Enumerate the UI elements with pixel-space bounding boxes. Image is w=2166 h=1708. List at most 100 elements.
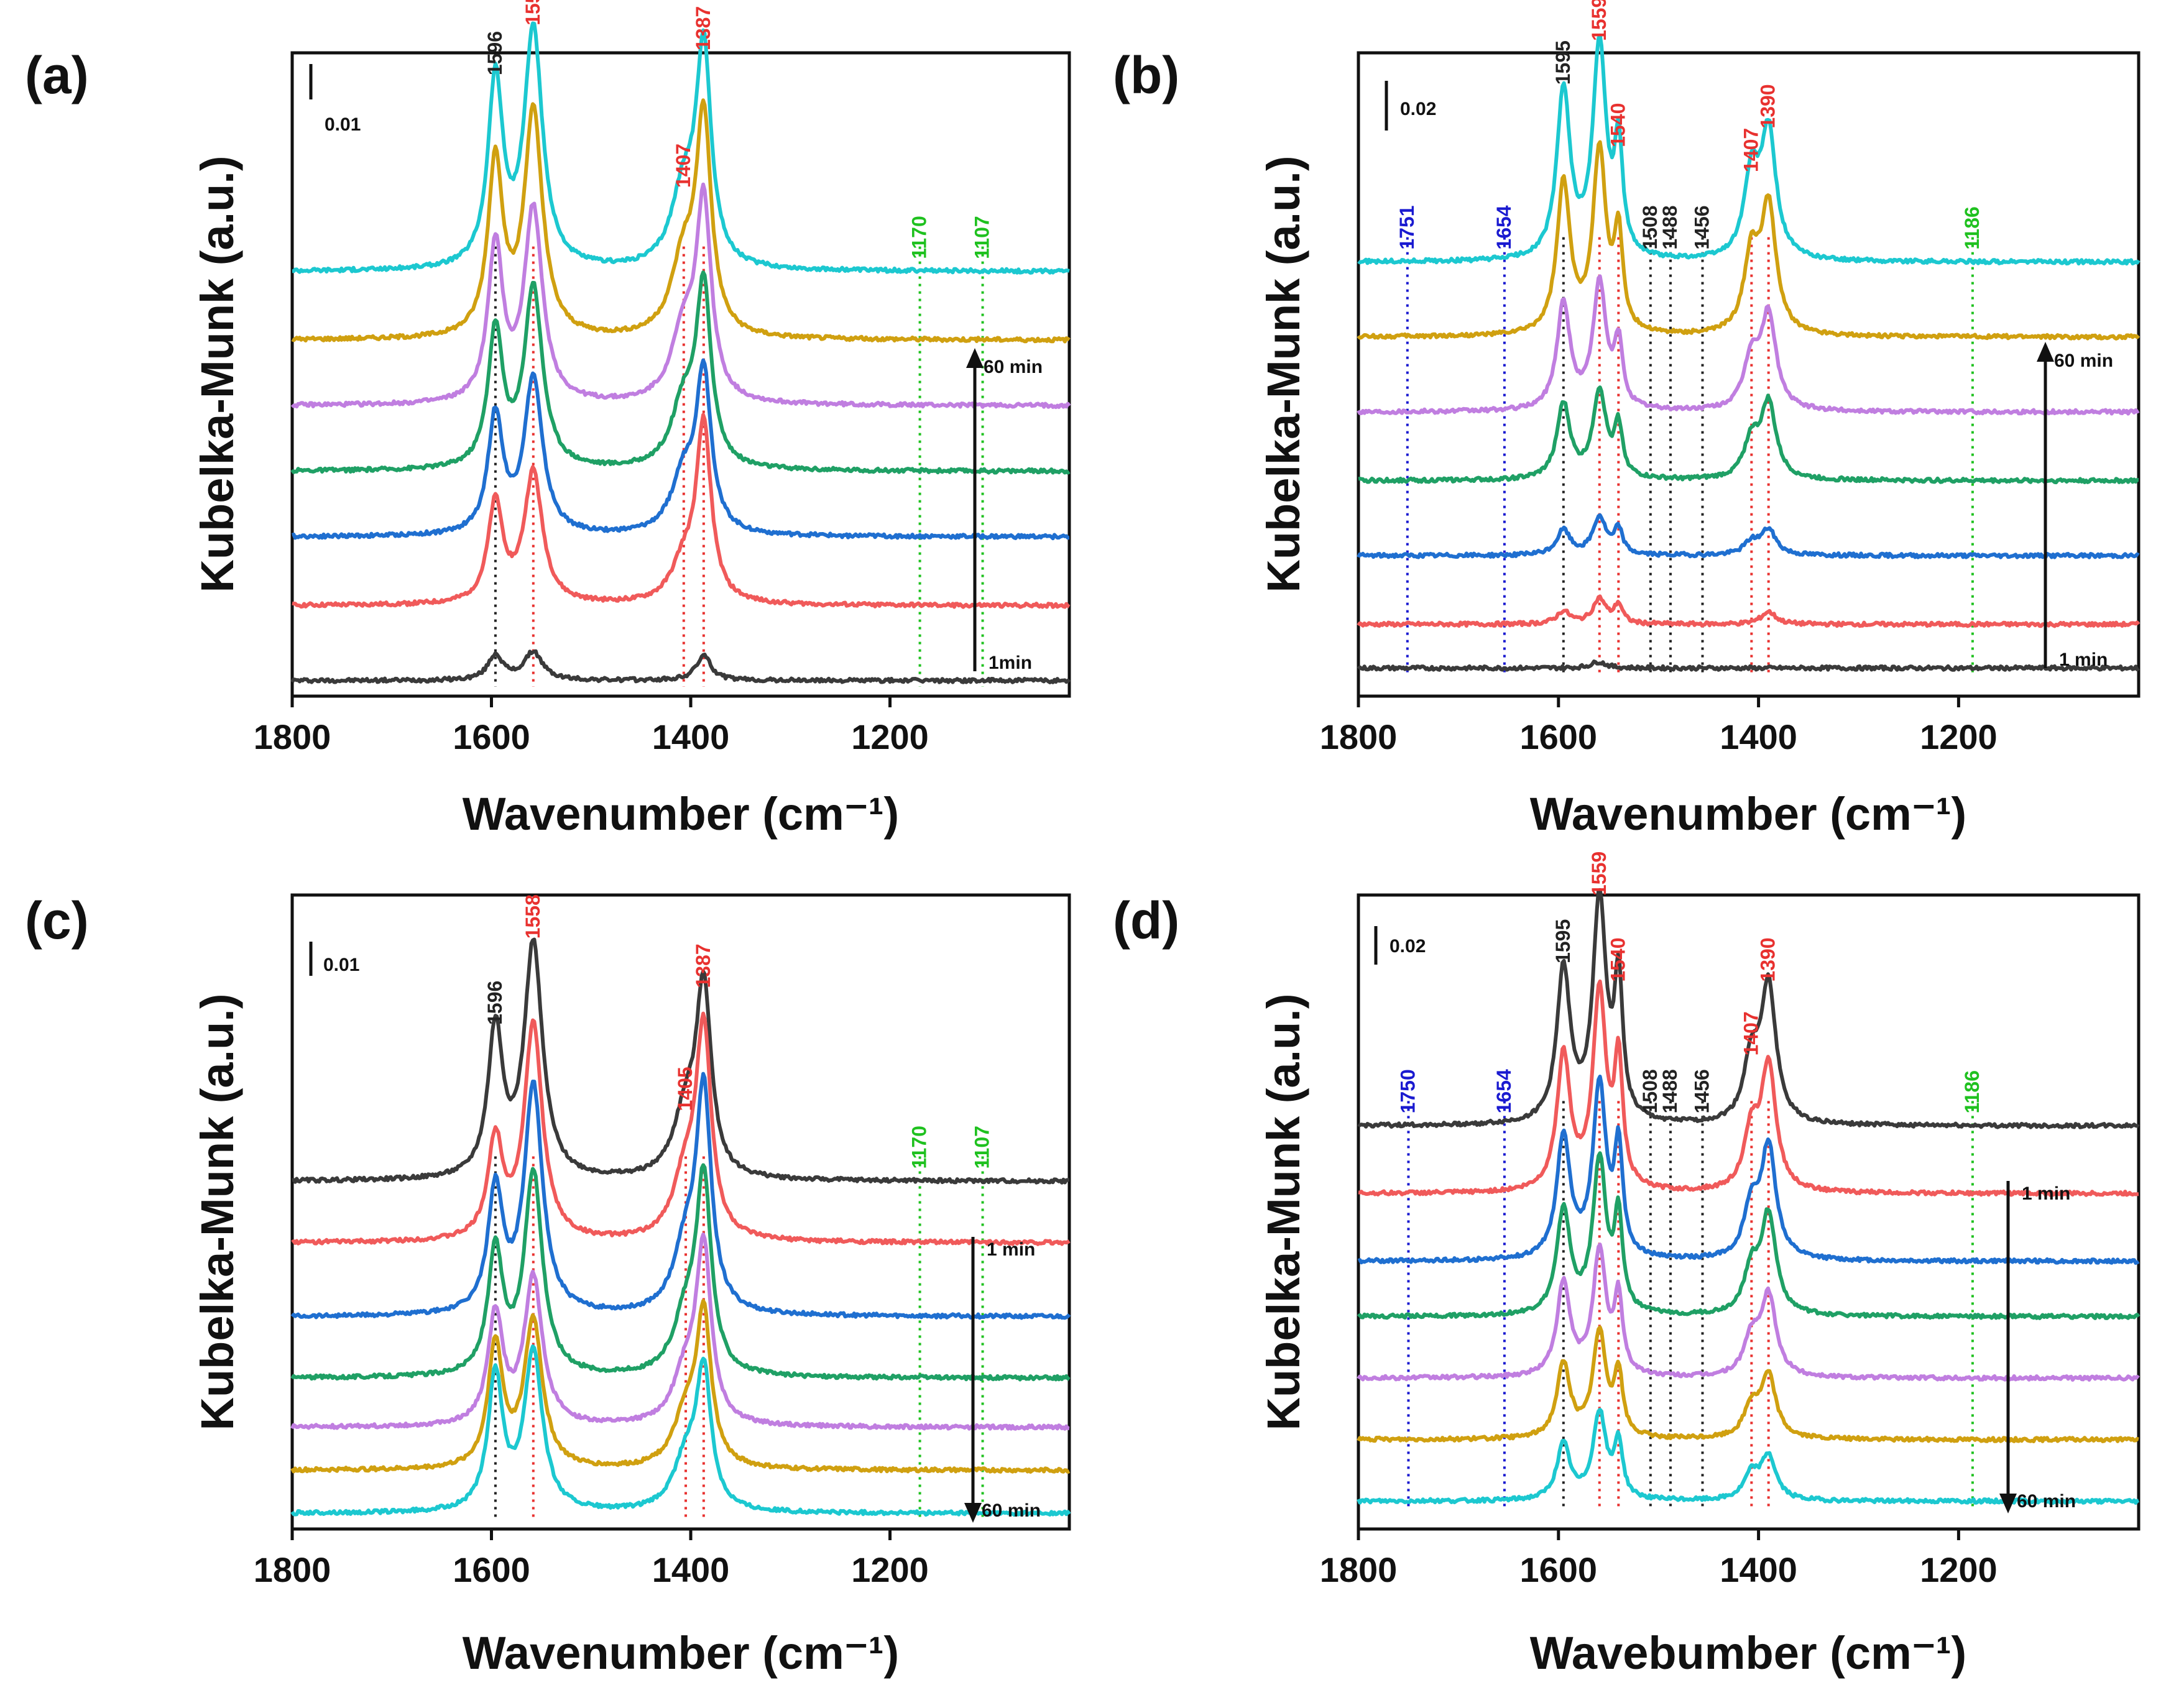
x-axis-title: Wavenumber (cm⁻¹)	[463, 788, 899, 840]
x-ticks: 1800 1600 1400 1200	[1320, 1529, 1998, 1589]
time-arrow-head-icon	[966, 348, 984, 368]
peak-label: 1508	[1639, 1069, 1661, 1113]
peak-label: 1390	[1757, 937, 1779, 981]
panel-c: (c) Wavenumber (cm⁻¹) Kubelka-Munk (a.u.…	[25, 891, 1071, 1679]
plot-frame	[290, 893, 1071, 1531]
spectrum-line	[292, 21, 1070, 275]
peak-label: 1387	[692, 6, 714, 50]
spectrum-line	[292, 413, 1071, 609]
spectrum-line	[1357, 274, 2140, 416]
x-tick-label: 1400	[652, 1550, 730, 1589]
spectrum-line	[291, 98, 1071, 344]
spectrum-line	[1357, 659, 2140, 672]
x-tick-label: 1200	[851, 1550, 929, 1589]
time-end-label: 60 min	[984, 357, 1043, 377]
x-axis-title: Wavebumber (cm⁻¹)	[1530, 1627, 1966, 1679]
peak-label: 1595	[1552, 919, 1574, 963]
x-tick-label: 1800	[1320, 1550, 1398, 1589]
spectrum-line	[1357, 513, 2140, 559]
panel-label: (c)	[25, 891, 89, 950]
peak-guides	[1407, 1101, 1974, 1508]
peak-label: 1407	[1740, 128, 1762, 172]
peak-label: 1595	[1552, 40, 1574, 85]
x-tick-label: 1400	[1720, 1550, 1797, 1589]
peak-label: 1654	[1493, 1069, 1515, 1113]
peak-label: 1170	[908, 1126, 931, 1169]
peak-labels: 1596 1558 1407 1387 1170 1107	[484, 0, 993, 259]
time-arrow-head-icon	[1999, 1494, 2017, 1513]
y-axis-title: Kubelka-Munk (a.u.)	[1258, 155, 1309, 592]
spectrum-line	[1357, 594, 2141, 628]
peak-label: 1488	[1659, 205, 1681, 249]
peak-label: 1407	[672, 144, 694, 188]
spectrum-line	[1357, 140, 2141, 341]
peak-label: 1456	[1690, 1069, 1713, 1113]
spectrum-line	[290, 1072, 1071, 1320]
time-start-label: 1 min	[987, 1239, 1035, 1260]
panel-a: (a) Wavenumber (cm⁻¹) Kubelka-Munk (a.u.…	[25, 0, 1071, 840]
scale-bar-label: 0.02	[1389, 936, 1426, 957]
spectrum-line	[290, 649, 1071, 684]
x-axis-title: Wavenumber (cm⁻¹)	[1530, 788, 1966, 840]
scale-bar-label: 0.01	[323, 955, 359, 975]
x-tick-label: 1800	[254, 717, 331, 756]
peak-label: 1596	[484, 31, 506, 75]
x-tick-label: 1600	[453, 717, 530, 756]
time-start-label: 1 min	[2022, 1183, 2070, 1204]
x-tick-label: 1200	[1920, 717, 1998, 756]
x-tick-label: 1600	[1520, 1550, 1598, 1589]
peak-label: 1405	[674, 1067, 696, 1111]
peak-label: 1559	[1588, 0, 1610, 41]
x-ticks: 1800 1600 1400 1200	[1320, 696, 1998, 756]
peak-guides	[494, 246, 984, 687]
peak-label: 1558	[522, 0, 544, 25]
peak-guides	[494, 1156, 984, 1520]
spectrum-line	[290, 270, 1071, 475]
panel-label: (a)	[25, 46, 89, 104]
plot-frame	[1357, 893, 2141, 1531]
spectrum-line	[1358, 385, 2139, 485]
peak-label: 1107	[971, 216, 993, 259]
spectrum-line	[290, 1233, 1070, 1431]
spectrum-line	[1357, 33, 2141, 266]
x-tick-label: 1400	[652, 717, 730, 756]
y-axis-title: Kubelka-Munk (a.u.)	[191, 993, 243, 1430]
spectrum-line	[291, 1011, 1071, 1246]
peak-label: 1559	[1588, 852, 1610, 896]
spectrum-line	[290, 182, 1071, 410]
peak-label: 1508	[1639, 205, 1661, 249]
panel-d: (d) Wavebumber (cm⁻¹) Kubelka-Munk (a.u.…	[1113, 852, 2141, 1679]
spectrum-line	[290, 1298, 1071, 1474]
plot-frame	[1357, 51, 2141, 698]
x-axis-title: Wavenumber (cm⁻¹)	[463, 1627, 899, 1679]
x-tick-label: 1800	[1320, 717, 1398, 756]
peak-label: 1540	[1606, 103, 1629, 147]
spectrum-line	[1357, 1075, 2140, 1265]
peak-label: 1558	[522, 894, 544, 939]
peak-labels: 1596 1558 1405 1387 1170 1107	[484, 894, 993, 1169]
spectrum-line	[292, 937, 1070, 1185]
peak-label: 1540	[1606, 937, 1629, 981]
x-tick-label: 1400	[1720, 717, 1797, 756]
x-ticks: 1800 1600 1400 1200	[254, 696, 929, 756]
time-end-label: 60 min	[982, 1500, 1041, 1521]
x-tick-label: 1600	[1520, 717, 1598, 756]
scale-bar-label: 0.02	[1400, 99, 1436, 119]
plot-frame	[290, 51, 1071, 698]
peak-label: 1387	[692, 944, 714, 988]
spectrum-line	[1357, 1151, 2141, 1320]
x-ticks: 1800 1600 1400 1200	[254, 1529, 929, 1589]
peak-label: 1170	[908, 216, 931, 259]
time-end-label: 60 min	[2017, 1491, 2076, 1512]
spectra	[1357, 33, 2141, 672]
peak-guides	[1406, 237, 1974, 674]
peak-label: 1654	[1493, 205, 1515, 249]
spectrum-line	[290, 1344, 1071, 1517]
peak-label: 1488	[1659, 1069, 1681, 1113]
time-arrow-head-icon	[964, 1503, 982, 1523]
peak-label: 1107	[971, 1126, 993, 1169]
time-start-label: 1 min	[2059, 650, 2108, 670]
